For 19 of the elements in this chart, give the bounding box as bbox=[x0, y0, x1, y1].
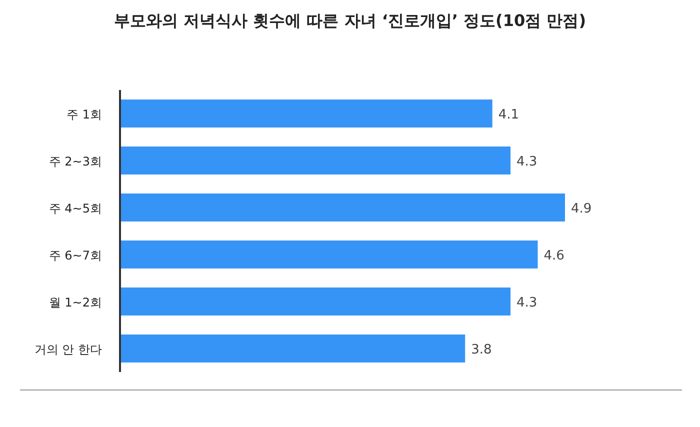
bar bbox=[120, 334, 466, 362]
data-label: 4.9 bbox=[571, 202, 592, 216]
y-tick-label: 주 2~3회 bbox=[48, 154, 102, 168]
y-tick-label: 거의 안 한다 bbox=[34, 342, 102, 356]
data-label: 4.1 bbox=[498, 108, 520, 122]
bar bbox=[120, 240, 538, 268]
chart-title: 부모와의 저녁식사 횟수에 따른 자녀 ‘진로개입’ 정도(10점 만점) bbox=[114, 11, 586, 30]
bar bbox=[120, 100, 492, 128]
data-label: 4.3 bbox=[516, 296, 538, 310]
data-label: 4.6 bbox=[544, 248, 564, 264]
bar bbox=[120, 194, 565, 222]
bar bbox=[120, 146, 511, 174]
bar bbox=[120, 288, 511, 316]
data-label: 3.8 bbox=[471, 342, 492, 358]
y-tick-label: 주 1회 bbox=[66, 108, 102, 122]
y-tick-label: 월 1~2회 bbox=[48, 296, 102, 310]
y-tick-label: 주 6~7회 bbox=[48, 248, 102, 262]
y-tick-label: 주 4~5회 bbox=[48, 202, 102, 216]
data-label: 4.3 bbox=[516, 154, 538, 170]
